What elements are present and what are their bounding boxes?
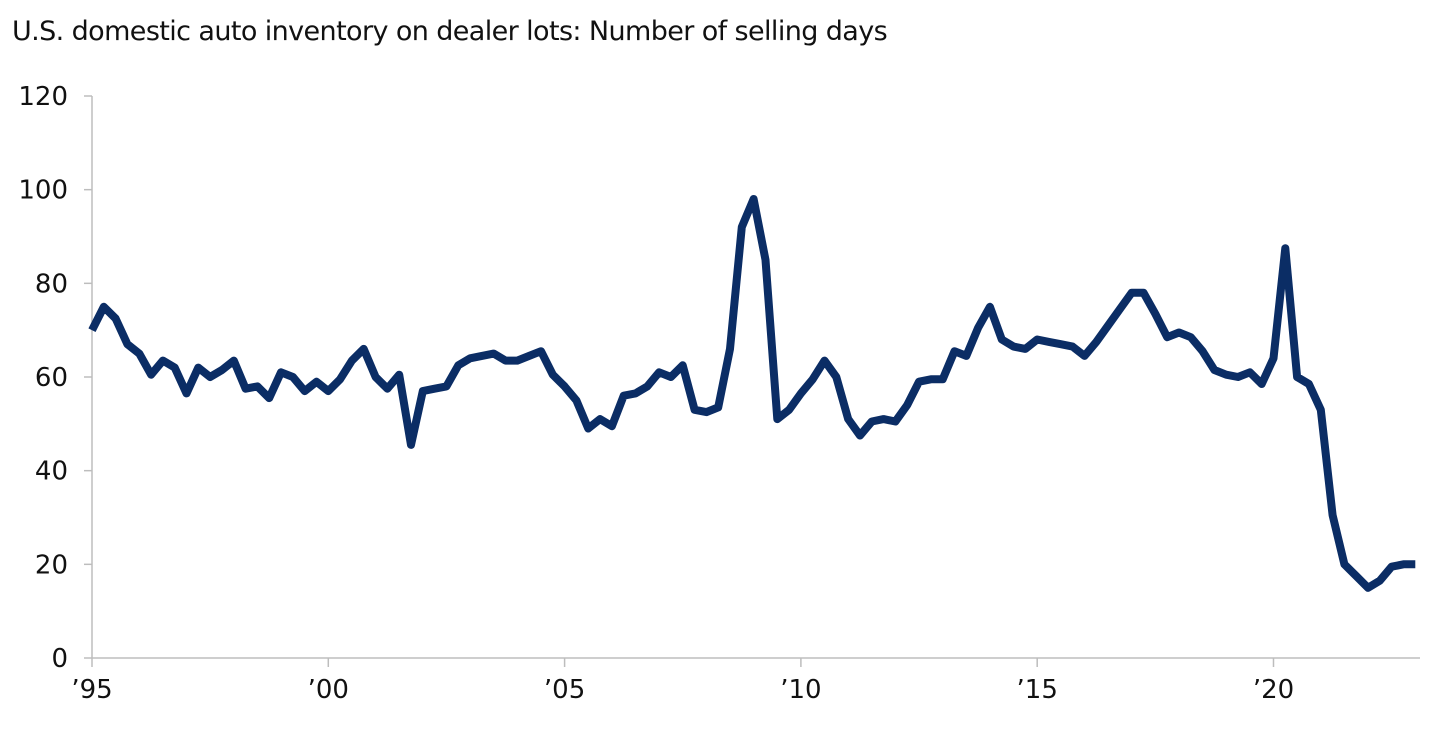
x-tick-label: ’15 bbox=[1017, 675, 1058, 705]
x-tick-label: ’05 bbox=[544, 675, 585, 705]
x-tick-label: ’00 bbox=[308, 675, 349, 705]
plot-area bbox=[88, 195, 1416, 592]
y-tick-label: 0 bbox=[51, 644, 68, 674]
y-tick-label: 120 bbox=[18, 82, 68, 112]
x-tick-label: ’10 bbox=[780, 675, 821, 705]
chart-title: U.S. domestic auto inventory on dealer l… bbox=[12, 16, 888, 47]
x-axis: ’95 ’00 ’05 ’10 ’15 ’20 bbox=[71, 657, 1420, 705]
y-tick-label: 100 bbox=[18, 176, 68, 206]
series-line bbox=[88, 195, 1416, 592]
y-tick-label: 20 bbox=[35, 550, 68, 580]
x-tick-label: ’95 bbox=[71, 675, 112, 705]
y-tick-label: 80 bbox=[35, 269, 68, 299]
y-tick-label: 40 bbox=[35, 457, 68, 487]
y-axis: 0 20 40 60 80 100 120 bbox=[18, 82, 93, 674]
y-tick-label: 60 bbox=[35, 363, 68, 393]
x-tick-label: ’20 bbox=[1253, 675, 1294, 705]
